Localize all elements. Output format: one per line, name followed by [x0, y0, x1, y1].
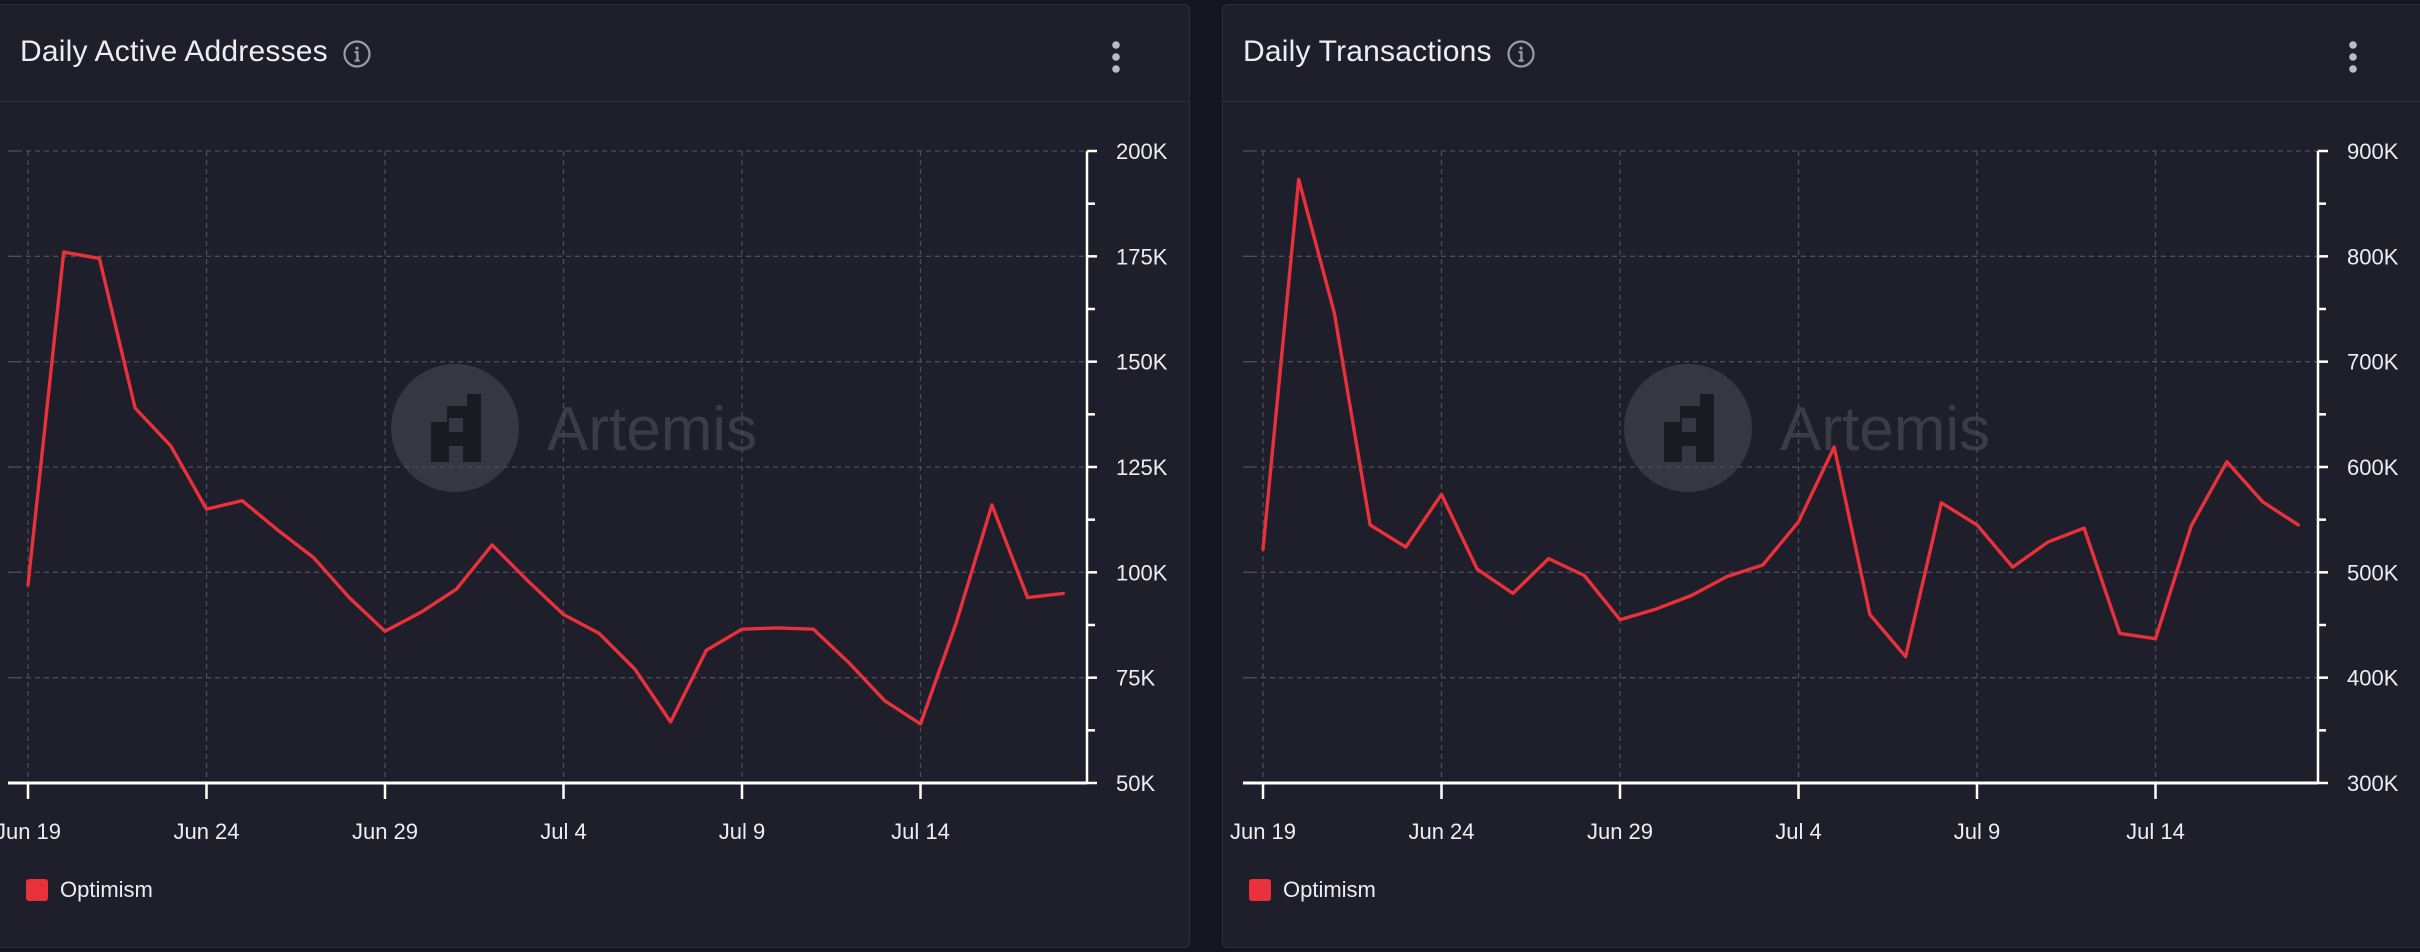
y-tick-label: 400K — [2347, 666, 2399, 691]
watermark-text: Artemis — [547, 395, 757, 464]
series-line-optimism — [1261, 177, 2301, 659]
y-tick-label: 50K — [1116, 771, 1155, 796]
card-title: Daily Active Addresses — [20, 35, 328, 68]
watermark-logo-circle — [391, 364, 519, 492]
card-header: Daily Active Addresses — [0, 5, 1189, 102]
y-tick-label: 125K — [1116, 455, 1168, 480]
y-tick-label: 100K — [1116, 560, 1168, 585]
legend-swatch — [26, 879, 48, 901]
x-tick-label: Jun 24 — [173, 819, 239, 844]
info-icon[interactable] — [342, 39, 372, 69]
y-tick-label: 700K — [2347, 350, 2399, 375]
y-tick-label: 300K — [2347, 771, 2399, 796]
daily-active-addresses-card: Daily Active Addresses Artemis 200K 175K 15… — [0, 4, 1190, 948]
info-icon[interactable] — [1506, 39, 1536, 69]
watermark-logo-mark — [1664, 394, 1714, 462]
more-options-icon[interactable] — [1110, 39, 1122, 75]
x-tick-label: Jun 19 — [0, 819, 61, 844]
x-tick-label: Jun 24 — [1408, 819, 1474, 844]
x-tick-label: Jun 29 — [1587, 819, 1653, 844]
x-tick-label: Jul 9 — [1954, 819, 2000, 844]
x-tick-label: Jun 19 — [1230, 819, 1296, 844]
artemis-watermark: Artemis — [391, 364, 757, 492]
x-tick-label: Jul 4 — [540, 819, 586, 844]
daily-transactions-card: Daily Transactions Artemis 900K 800K 700K 60… — [1222, 4, 2420, 948]
series-line-optimism — [26, 250, 1066, 726]
x-tick-label: Jul 4 — [1775, 819, 1821, 844]
card-header: Daily Transactions — [1223, 5, 2420, 102]
y-tick-label: 75K — [1116, 666, 1155, 691]
y-tick-label: 900K — [2347, 139, 2399, 164]
panel-gutter — [1190, 0, 1222, 952]
y-tick-label: 200K — [1116, 139, 1168, 164]
card-title: Daily Transactions — [1243, 35, 1492, 68]
legend-item-optimism[interactable]: Optimism — [1249, 877, 1376, 903]
legend-swatch — [1249, 879, 1271, 901]
legend-label: Optimism — [1283, 877, 1376, 902]
legend-label: Optimism — [60, 877, 153, 902]
more-options-icon[interactable] — [2347, 39, 2359, 75]
daily-transactions-chart: Artemis 900K 800K 700K 600K 500K 400K 300K Jun 1… — [1230, 139, 2399, 844]
x-tick-label: Jul 14 — [2126, 819, 2185, 844]
x-tick-label: Jul 14 — [891, 819, 950, 844]
daily-active-addresses-chart: Artemis 200K 175K 150K 125K 100K 75K 50K Jun 19 J… — [0, 139, 1168, 844]
y-tick-label: 150K — [1116, 350, 1168, 375]
artemis-watermark: Artemis — [1624, 364, 1990, 492]
y-tick-label: 600K — [2347, 455, 2399, 480]
watermark-text: Artemis — [1780, 395, 1990, 464]
y-tick-label: 175K — [1116, 244, 1168, 269]
x-tick-label: Jun 29 — [352, 819, 418, 844]
legend-item-optimism[interactable]: Optimism — [26, 877, 153, 903]
watermark-logo-mark — [431, 394, 481, 462]
x-tick-label: Jul 9 — [719, 819, 765, 844]
watermark-logo-circle — [1624, 364, 1752, 492]
y-tick-label: 500K — [2347, 560, 2399, 585]
y-tick-label: 800K — [2347, 244, 2399, 269]
